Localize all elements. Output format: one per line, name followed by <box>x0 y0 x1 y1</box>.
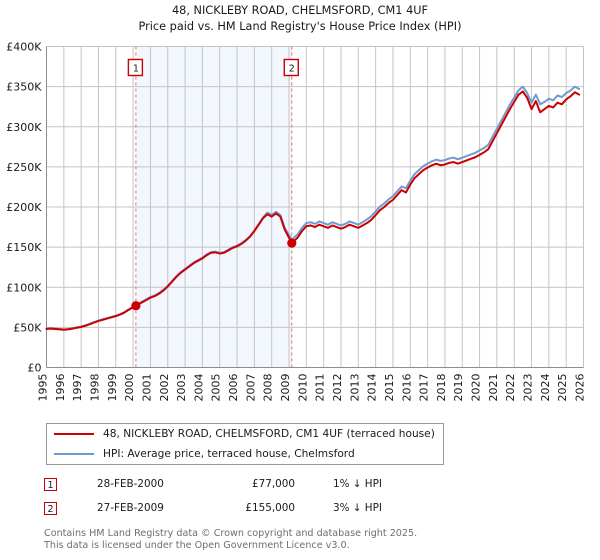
x-axis-tick-label: 2008 <box>262 374 275 402</box>
sale-date-2: 27-FEB-2009 <box>97 502 164 514</box>
x-axis-tick-label: 2009 <box>279 374 292 402</box>
sale-marker-dot-1[interactable] <box>131 301 141 311</box>
x-axis-tick-label: 2010 <box>296 374 309 402</box>
y-axis-tick-label: £100K <box>6 281 42 294</box>
chart-title-line-1: 48, NICKLEBY ROAD, CHELMSFORD, CM1 4UF <box>171 4 429 17</box>
y-axis-tick-label: £200K <box>6 201 42 214</box>
sale-marker-box-2[interactable] <box>283 58 299 77</box>
plot-area: £0 £50K £100K £150K £200K £250K £300K £350K £400… <box>6 41 587 402</box>
y-axis-tick-label: £0 <box>28 362 42 375</box>
sale-marker-label-1: 1 <box>133 64 139 75</box>
x-axis-tick-label: 2005 <box>210 374 223 402</box>
sale-marker-dot-2[interactable] <box>287 238 297 248</box>
x-axis-tick-label: 2020 <box>470 374 483 402</box>
x-axis-tick-label: 2013 <box>348 374 361 402</box>
x-axis-tick-label: 2019 <box>452 374 465 402</box>
x-axis-tick-label: 2014 <box>366 374 379 402</box>
series-line-hpi <box>45 85 581 331</box>
x-axis-tick-label: 2021 <box>487 374 500 402</box>
legend-label-hpi: HPI: Average price, terraced house, Chel… <box>103 448 355 460</box>
x-axis-tick-label: 2000 <box>123 374 136 402</box>
chart-legend: 48, NICKLEBY ROAD, CHELMSFORD, CM1 4UF (… <box>46 423 444 465</box>
y-axis-tick-label: £150K <box>6 241 42 254</box>
sale-price-1: £77,000 <box>252 478 295 490</box>
sale-marker-label-2: 2 <box>289 64 295 75</box>
attribution-line-2: This data is licensed under the Open Gov… <box>44 539 350 551</box>
x-axis-tick-label: 2001 <box>140 374 153 402</box>
x-axis-tick-label: 1997 <box>71 374 84 402</box>
sale-hpi-delta-2: 3% ↓ HPI <box>333 502 382 514</box>
sale-marker-box-1[interactable] <box>127 58 144 77</box>
x-axis-tick-label: 1999 <box>106 374 119 402</box>
attribution-footer: Contains HM Land Registry data © Crown c… <box>44 528 514 551</box>
y-axis-tick-label: £250K <box>6 161 42 174</box>
y-axis-tick-label: £50K <box>13 321 42 334</box>
x-axis-tick-label: 2025 <box>556 374 569 402</box>
y-axis-tick-label: £350K <box>6 81 42 94</box>
sale-hpi-delta-1: 1% ↓ HPI <box>333 478 382 490</box>
sales-table: 1 28-FEB-2000 £77,000 1% ↓ HPI 2 27-FEB-… <box>44 472 464 520</box>
x-axis-tick-label: 2024 <box>539 374 552 402</box>
sale-price-2: £155,000 <box>245 502 295 514</box>
chart-title-line-2: Price paid vs. HM Land Registry's House … <box>138 20 462 33</box>
x-axis-tick-label: 2022 <box>504 374 517 402</box>
legend-swatch-hpi <box>54 453 94 455</box>
legend-item-price-paid: 48, NICKLEBY ROAD, CHELMSFORD, CM1 4UF (… <box>47 424 443 444</box>
x-axis-tick-label: 2011 <box>314 374 327 402</box>
x-axis-tick-label: 2018 <box>435 374 448 402</box>
x-axis-tick-label: 1995 <box>37 374 50 402</box>
legend-swatch-price-paid <box>54 433 94 435</box>
x-axis-tick-label: 2003 <box>175 374 188 402</box>
attribution-line-1: Contains HM Land Registry data © Crown c… <box>44 528 418 539</box>
x-axis-tick-label: 2017 <box>418 374 431 402</box>
x-axis-tick-label: 2015 <box>383 374 396 402</box>
y-axis-tick-label: £400K <box>6 41 42 54</box>
table-row: 2 27-FEB-2009 £155,000 3% ↓ HPI <box>44 496 464 520</box>
table-row: 1 28-FEB-2000 £77,000 1% ↓ HPI <box>44 472 464 496</box>
y-axis-tick-label: £300K <box>6 121 42 134</box>
x-axis-tick-label: 2002 <box>158 374 171 402</box>
x-axis-tick-label: 2016 <box>400 374 413 402</box>
legend-item-hpi: HPI: Average price, terraced house, Chel… <box>47 444 443 464</box>
x-axis-tick-label: 2006 <box>227 374 240 402</box>
sale-marker-index-2: 2 <box>44 501 57 515</box>
sale-marker-index-1: 1 <box>44 477 57 491</box>
sale-date-1: 28-FEB-2000 <box>97 478 164 490</box>
x-axis-tick-label: 1996 <box>54 374 67 402</box>
x-axis-tick-label: 2023 <box>522 374 535 402</box>
x-axis-tick-label: 2004 <box>192 374 205 402</box>
legend-label-price-paid: 48, NICKLEBY ROAD, CHELMSFORD, CM1 4UF (… <box>103 428 435 440</box>
x-axis-tick-label: 2007 <box>244 374 257 402</box>
chart-title: 48, NICKLEBY ROAD, CHELMSFORD, CM1 4UF P… <box>0 3 600 35</box>
x-axis-tick-label: 1998 <box>88 374 101 402</box>
x-axis-tick-label: 2012 <box>331 374 344 402</box>
x-axis-tick-label: 2026 <box>574 374 587 402</box>
